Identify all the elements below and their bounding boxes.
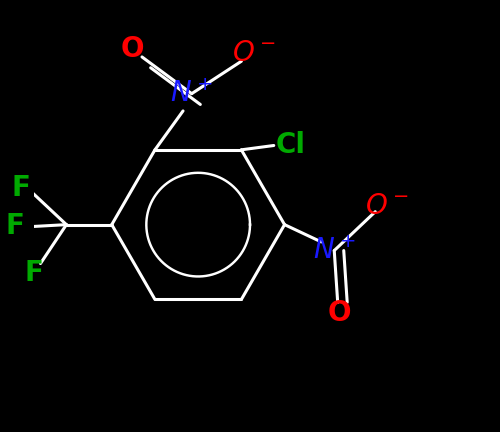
Text: F: F	[12, 174, 30, 202]
Text: F: F	[6, 212, 25, 240]
Text: F: F	[24, 259, 44, 287]
Text: O: O	[120, 35, 144, 63]
Text: $O^-$: $O^-$	[232, 39, 276, 67]
Text: $N^+$: $N^+$	[313, 237, 356, 264]
Text: $N^+$: $N^+$	[170, 79, 213, 108]
Text: O: O	[328, 299, 351, 327]
Text: Cl: Cl	[276, 131, 306, 159]
Text: $O^-$: $O^-$	[366, 193, 410, 220]
